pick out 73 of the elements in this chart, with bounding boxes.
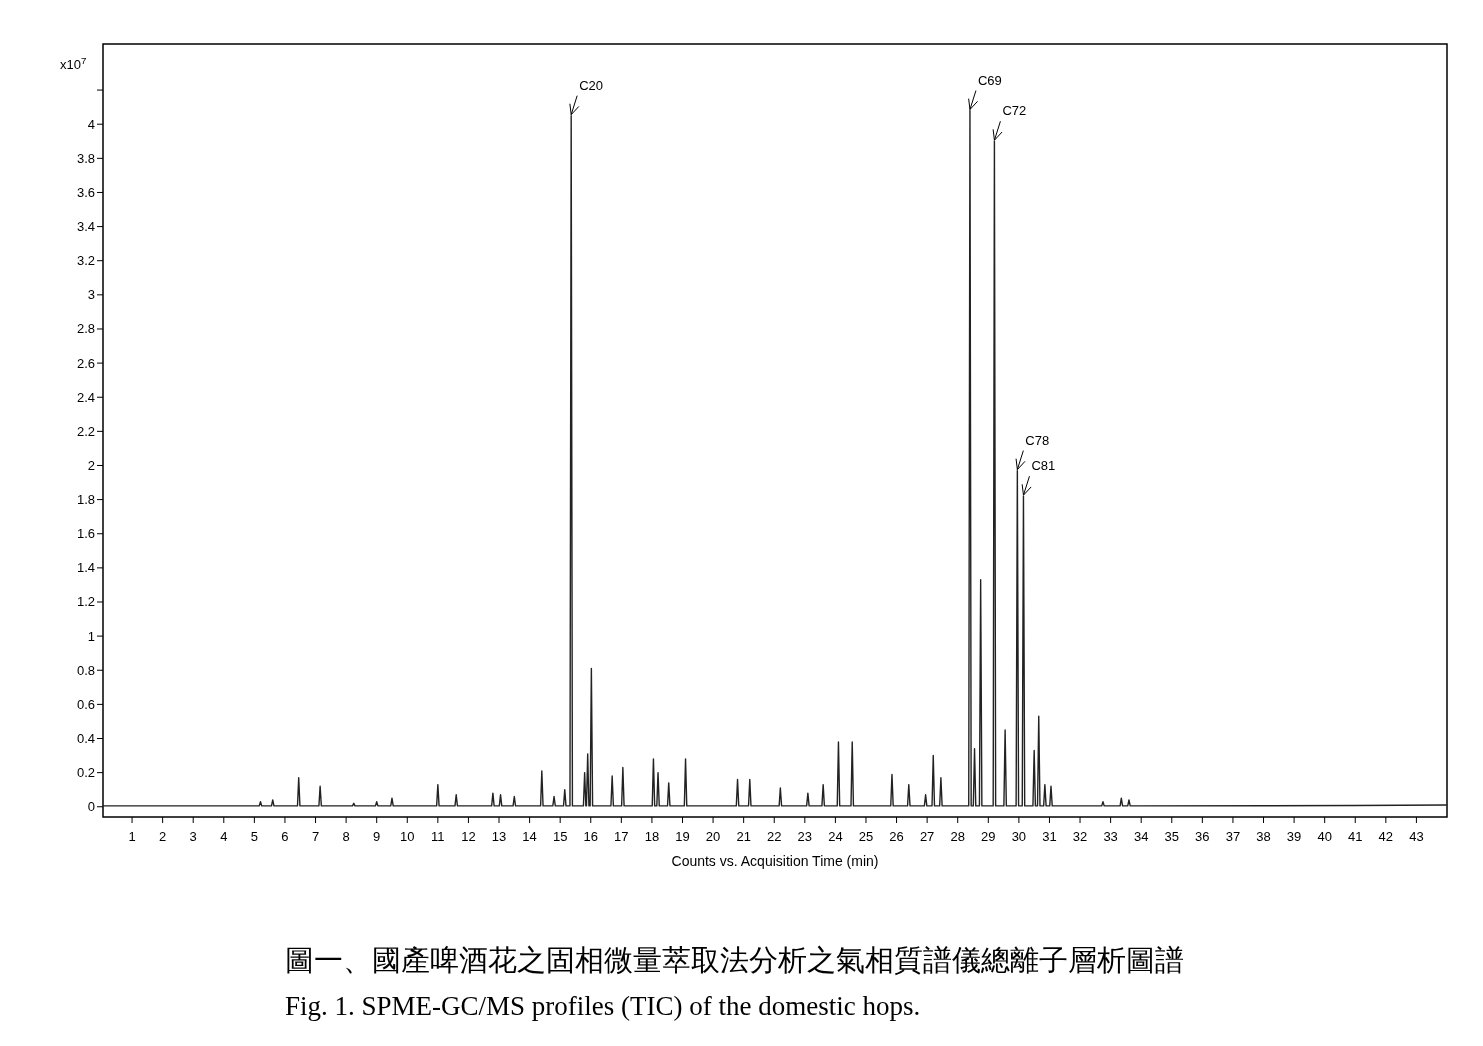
x-tick-label: 14 — [522, 829, 537, 844]
y-tick-label: 0.6 — [76, 696, 95, 712]
y-tick-label: 2.4 — [76, 389, 95, 405]
annotation: C72 — [1002, 103, 1027, 119]
annotation: C20 — [579, 77, 604, 93]
y-tick-label: 3.8 — [76, 150, 95, 166]
y-tick-label: 0.4 — [76, 731, 95, 747]
x-tick-label: 27 — [919, 829, 935, 844]
x-tick-label: 6 — [281, 829, 289, 844]
x-tick-label: 17 — [614, 829, 629, 844]
x-tick-label: 16 — [583, 829, 598, 844]
text: Fig. 1. SPME-GC/MS profiles (TIC) of the domestic hops. — [285, 991, 921, 1021]
y-tick-label: 2.8 — [76, 321, 95, 337]
y-tick-label: 3.4 — [76, 219, 95, 235]
x-tick-label: 32 — [1072, 829, 1088, 844]
x-tick-label: 28 — [950, 829, 965, 844]
x-tick-label: 41 — [1348, 829, 1363, 844]
x-tick-label: 29 — [981, 829, 996, 844]
y-tick-label: 3.6 — [76, 184, 95, 200]
x-tick-label: 23 — [797, 829, 813, 844]
x-tick-label: 19 — [675, 829, 690, 844]
y-tick-label: 3 — [87, 287, 95, 303]
y-tick-label: 1.2 — [76, 594, 95, 610]
x-tick-label: 25 — [858, 829, 874, 844]
x-tick-label: 20 — [705, 829, 721, 844]
x-tick-label: 8 — [342, 829, 350, 844]
x-tick-label: 37 — [1225, 829, 1241, 844]
x-tick-label: 21 — [736, 829, 751, 844]
x-tick-label: 43 — [1409, 829, 1424, 844]
x-tick-label: 39 — [1286, 829, 1302, 844]
y-tick-label: 0.2 — [76, 765, 95, 781]
y-tick-label: 2.6 — [76, 355, 95, 371]
x-tick-label: 2 — [159, 829, 167, 844]
x-axis-title: Counts vs. Acquisition Time (min) — [671, 853, 879, 869]
x-tick-label: 13 — [491, 829, 507, 844]
x-tick-label: 4 — [220, 829, 228, 844]
x-tick-label: 33 — [1103, 829, 1118, 844]
x-tick-label: 34 — [1133, 829, 1149, 844]
text: 圖一、國產啤酒花之固相微量萃取法分析之氣相質譜儀總離子層析圖譜 — [285, 944, 1184, 976]
x-tick-label: 30 — [1011, 829, 1027, 844]
y-axis-title: x10$^{7}$ — [60, 54, 87, 72]
y-tick-label: 2 — [87, 457, 95, 473]
y-tick-label: 2.2 — [76, 423, 95, 439]
y-tick-label: 3.2 — [76, 253, 95, 269]
x-tick-label: 22 — [767, 829, 782, 844]
x-tick-label: 38 — [1256, 829, 1271, 844]
y-tick-label: 1 — [87, 628, 95, 644]
x-tick-label: 26 — [889, 829, 904, 844]
x-tick-label: 10 — [400, 829, 415, 844]
x-tick-label: 24 — [828, 829, 843, 844]
x-tick-label: 40 — [1317, 829, 1332, 844]
y-tick-label: 0.8 — [76, 662, 95, 678]
x-tick-label: 5 — [250, 829, 258, 844]
x-tick-label: 12 — [461, 829, 476, 844]
x-tick-label: 42 — [1378, 829, 1394, 844]
y-tick-label: 1.4 — [76, 560, 95, 576]
x-tick-label: 35 — [1164, 829, 1180, 844]
x-tick-label: 31 — [1042, 829, 1057, 844]
y-tick-label: 1.8 — [76, 492, 95, 508]
y-tick-label: 4 — [87, 116, 95, 132]
x-tick-label: 9 — [373, 829, 381, 844]
annotation: C78 — [1025, 432, 1050, 448]
annotation: C81 — [1031, 458, 1056, 474]
x-tick-label: 3 — [189, 829, 197, 844]
x-tick-label: 15 — [552, 829, 568, 844]
y-tick-label: 1.6 — [76, 526, 95, 542]
x-tick-label: 11 — [431, 829, 445, 844]
x-tick-label: 7 — [311, 829, 320, 844]
x-tick-label: 18 — [644, 829, 660, 844]
y-tick-label: 0 — [87, 799, 95, 815]
annotation: C69 — [977, 72, 1002, 88]
x-tick-label: 36 — [1195, 829, 1210, 844]
x-tick-label: 1 — [128, 829, 136, 844]
